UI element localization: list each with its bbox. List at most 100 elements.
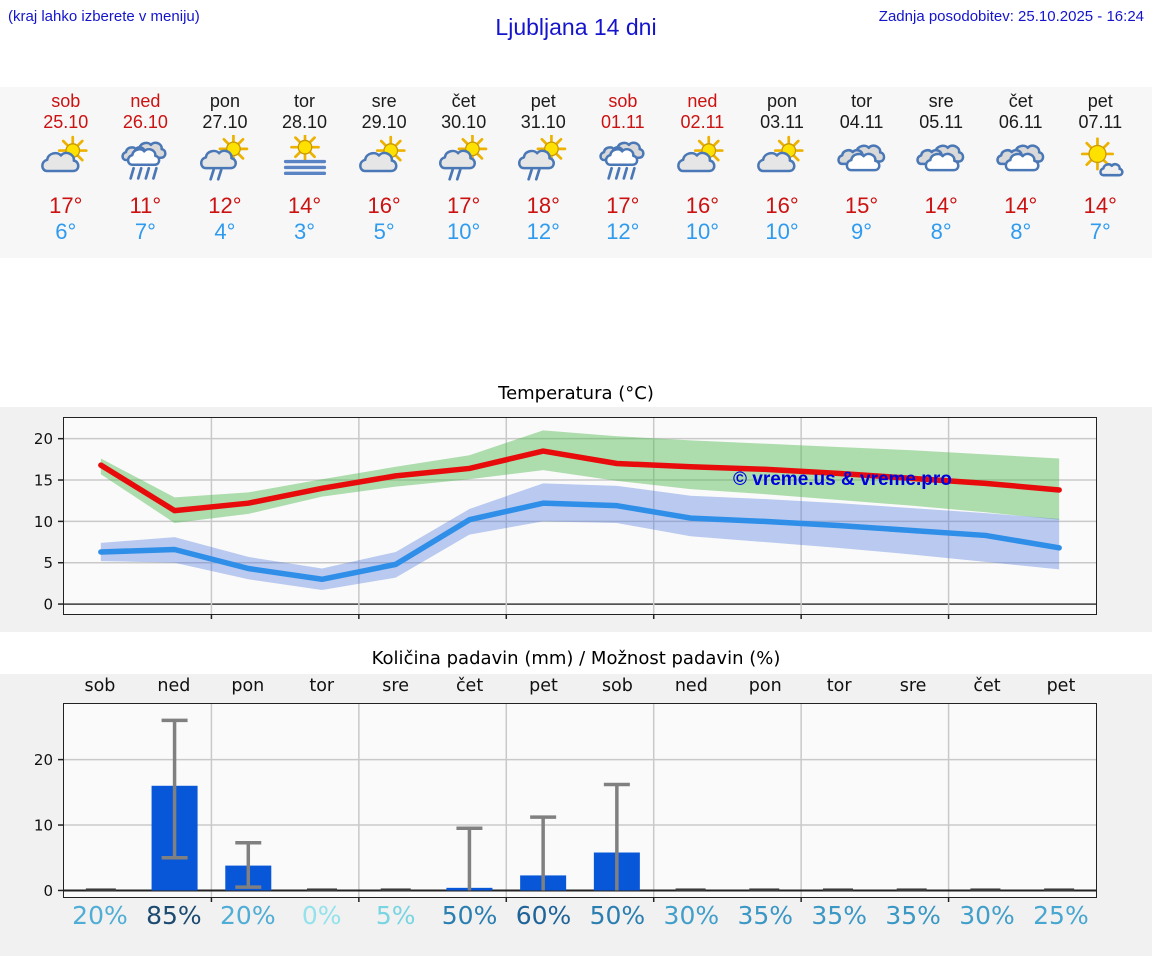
- temp-chart-plot: 0 5 10 15 20: [34, 417, 1097, 619]
- day-high-temp: 16°: [685, 193, 720, 218]
- day-icon-wrap: [265, 132, 345, 189]
- precip-probability: 50%: [589, 901, 646, 930]
- precip-chart-plot: 0 10 20: [34, 703, 1097, 902]
- day-high-temp: 17°: [447, 193, 481, 218]
- day-low-temp: 3°: [294, 219, 316, 244]
- precip-day-label: sre: [899, 676, 927, 696]
- precip-day-label: sob: [84, 676, 116, 696]
- day-icon-wrap: [981, 135, 1061, 189]
- day-low-temp: 7°: [1089, 219, 1111, 244]
- day-name: tor: [294, 91, 316, 111]
- day-icon-wrap: [503, 134, 583, 189]
- day-column: pon 27.10 12° 4°: [185, 91, 265, 258]
- min-temp-line: [98, 500, 1062, 583]
- day-icon-wrap: [1061, 135, 1141, 189]
- day-date: 02.11: [680, 112, 725, 132]
- day-name: sre: [928, 91, 954, 111]
- precip-probability: 20%: [220, 901, 276, 930]
- day-column: pet 07.11 14° 7°: [1061, 91, 1141, 258]
- day-column: tor 28.10 14° 3°: [265, 91, 345, 258]
- svg-text:5: 5: [43, 554, 53, 572]
- day-low-temp: 7°: [134, 219, 156, 244]
- day-date: 27.10: [202, 112, 248, 132]
- precip-day-label: ned: [157, 676, 191, 696]
- precip-probability: 30%: [959, 901, 1015, 930]
- day-column: ned 02.11 16° 10°: [663, 91, 743, 258]
- precip-probability: 50%: [441, 901, 498, 930]
- precip-bar-zero: [823, 888, 853, 891]
- day-low-temp: 9°: [851, 219, 873, 244]
- precip-probability: 0%: [301, 901, 342, 930]
- day-column: pon 03.11 16° 10°: [742, 91, 822, 258]
- weather-icon-cloudy: [995, 144, 1045, 172]
- day-column: sre 29.10 16° 5°: [344, 91, 424, 258]
- watermark-link[interactable]: © vreme.us & vreme.pro: [733, 469, 952, 490]
- precip-bar-zero: [749, 888, 780, 891]
- precip-probability: 5%: [375, 901, 416, 930]
- location-hint: (kraj lahko izberete v meniju): [8, 8, 200, 25]
- day-date: 03.11: [760, 112, 804, 132]
- day-date: 01.11: [600, 112, 645, 132]
- precip-day-label: tor: [826, 676, 852, 696]
- weather-icon-rain: [121, 141, 167, 180]
- day-name: sob: [51, 91, 81, 111]
- svg-text:20: 20: [34, 751, 53, 769]
- day-high-temp: 16°: [765, 193, 799, 218]
- day-low-temp: 6°: [55, 219, 77, 244]
- day-icon-wrap: [742, 135, 822, 189]
- precip-bar-zero: [675, 888, 706, 891]
- weather-icon-mostly-sunny: [1081, 137, 1124, 177]
- page-title: Ljubljana 14 dni: [495, 14, 657, 40]
- precip-day-labels: sob ned pon tor sre čet pet sob ned pon tor sre čet p…: [63, 676, 1098, 696]
- day-date: 04.11: [839, 112, 884, 132]
- day-name: pon: [766, 91, 798, 111]
- day-name: pon: [209, 91, 240, 111]
- svg-text:0: 0: [43, 596, 53, 614]
- day-date: 28.10: [282, 112, 328, 132]
- forecast-strip: sob 25.10 17° 6° ned 26.10 11° 7° pon 27.10 12° 4° t…: [0, 87, 1152, 258]
- precip-day-label: pet: [529, 676, 558, 696]
- weather-icon-sun-shower: [438, 134, 487, 181]
- day-date: 25.10: [43, 112, 89, 132]
- day-low-temp: 8°: [930, 219, 952, 244]
- day-high-temp: 12°: [208, 193, 242, 218]
- precip-bar-zero: [970, 888, 1001, 891]
- day-low-temp: 10°: [685, 219, 720, 244]
- weather-icon-sun-shower: [199, 134, 249, 181]
- precip-bar-zero: [380, 888, 411, 891]
- precip-day-label: pon: [748, 676, 782, 696]
- precip-day-label: čet: [455, 676, 484, 696]
- precip-chart-title: Količina padavin (mm) / Možnost padavin …: [371, 648, 781, 669]
- day-name: ned: [687, 91, 718, 111]
- day-icon-wrap: [822, 135, 902, 189]
- day-date: 31.10: [520, 112, 566, 132]
- precip-bar-zero: [896, 888, 927, 891]
- day-column: čet 30.10 17° 10°: [424, 91, 504, 258]
- precip-bar-zero: [85, 888, 116, 891]
- min-range-band: [100, 483, 1060, 591]
- day-name: sob: [608, 91, 638, 111]
- day-date: 07.11: [1078, 112, 1123, 132]
- day-column: pet 31.10 18° 12°: [503, 91, 583, 258]
- day-date: 26.10: [122, 112, 168, 132]
- day-name: čet: [451, 91, 476, 111]
- day-icon-wrap: [901, 135, 981, 189]
- svg-text:10: 10: [34, 817, 53, 835]
- day-column: sob 01.11 17° 12°: [583, 91, 663, 258]
- temp-chart-svg: 0 5 10 15 20: [34, 418, 1096, 619]
- precip-day-label: tor: [309, 676, 335, 696]
- precip-day-label: čet: [973, 676, 1001, 696]
- day-low-temp: 10°: [447, 219, 481, 244]
- last-update-text: Zadnja posodobitev: 25.10.2025 - 16:24: [878, 8, 1144, 25]
- day-high-temp: 14°: [1004, 193, 1038, 218]
- weather-icon-partly-cloudy: [359, 135, 406, 173]
- weather-icon-sun-shower: [518, 134, 567, 181]
- day-date: 30.10: [441, 112, 487, 132]
- svg-text:10: 10: [34, 513, 53, 531]
- weather-icon-partly-cloudy: [40, 135, 88, 173]
- day-high-temp: 14°: [924, 193, 958, 218]
- precip-chart-svg: 0 10 20: [34, 704, 1096, 902]
- day-low-temp: 4°: [214, 219, 236, 244]
- day-icon-wrap: [26, 135, 106, 189]
- precip-day-label: sre: [382, 676, 409, 696]
